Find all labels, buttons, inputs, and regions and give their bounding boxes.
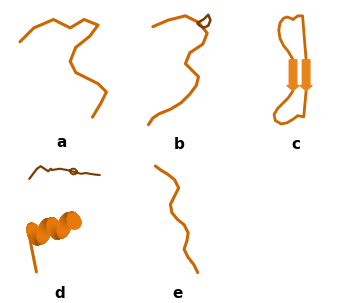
- Text: d: d: [54, 286, 65, 301]
- Text: c: c: [291, 137, 300, 152]
- FancyArrow shape: [287, 60, 299, 91]
- Text: a: a: [57, 135, 67, 150]
- FancyArrow shape: [300, 60, 312, 91]
- Text: b: b: [174, 137, 184, 152]
- Text: e: e: [172, 286, 183, 301]
